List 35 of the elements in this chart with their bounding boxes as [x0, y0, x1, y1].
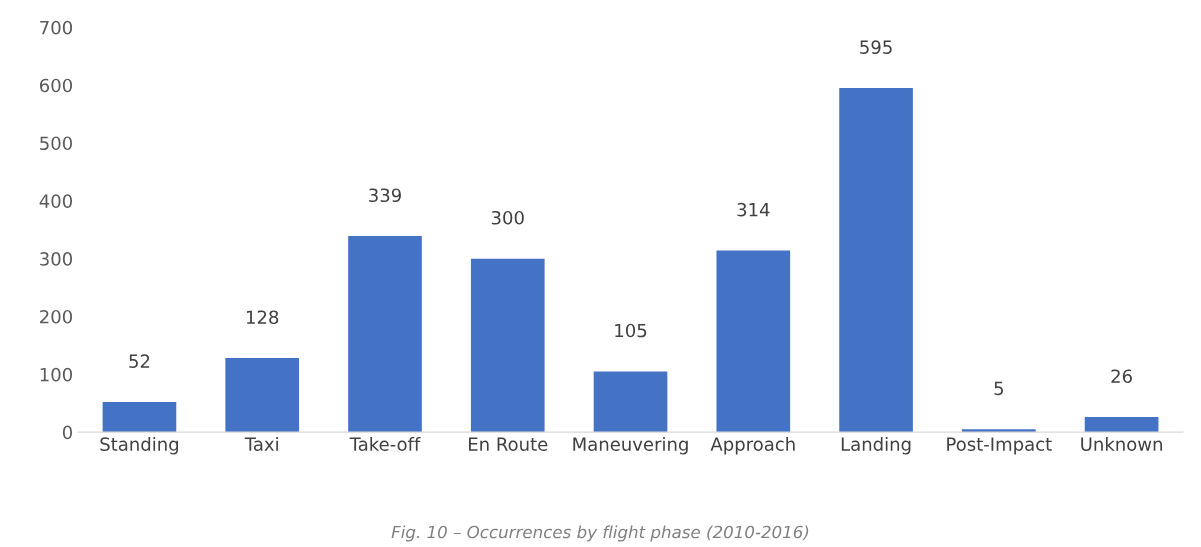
data-label: 314	[737, 202, 770, 217]
data-label: 339	[369, 188, 401, 203]
data-label: 26	[1111, 369, 1132, 384]
bar	[839, 88, 913, 433]
y-tick-label: 200	[40, 309, 72, 324]
y-tick-label: 500	[40, 136, 72, 151]
data-label: 128	[246, 310, 279, 325]
bar	[102, 402, 177, 433]
bar	[225, 358, 300, 433]
y-tick-label: 300	[40, 252, 72, 266]
bar	[716, 250, 791, 433]
data-label: 105	[615, 323, 647, 338]
x-tick-label: Take-off	[349, 436, 421, 451]
x-tick-label: Post-Impact	[947, 437, 1052, 455]
x-tick-label: Landing	[841, 436, 911, 455]
bar	[470, 258, 545, 433]
y-tick-label: 600	[40, 78, 72, 93]
y-tick-label: 700	[40, 20, 72, 35]
bar	[348, 236, 422, 433]
data-label: 595	[860, 40, 892, 55]
x-tick-label: Approach	[710, 436, 795, 455]
x-tick-label: En Route	[469, 437, 548, 451]
x-tick-label: Taxi	[244, 436, 278, 451]
bar	[593, 371, 668, 433]
data-label: 300	[491, 210, 524, 225]
y-tick-label: 0	[62, 425, 72, 440]
data-label: 52	[129, 354, 150, 369]
y-tick-label: 400	[39, 194, 72, 208]
caption: Fig. 10 – Occurrences by flight phase (2010-2016)	[391, 525, 809, 542]
x-tick-label: Unknown	[1081, 436, 1162, 451]
x-tick-label: Standing	[100, 436, 179, 455]
x-tick-label: Maneuvering	[573, 436, 688, 455]
data-label: 5	[994, 381, 1003, 396]
y-tick-label: 100	[40, 367, 72, 382]
bar	[1084, 417, 1159, 433]
